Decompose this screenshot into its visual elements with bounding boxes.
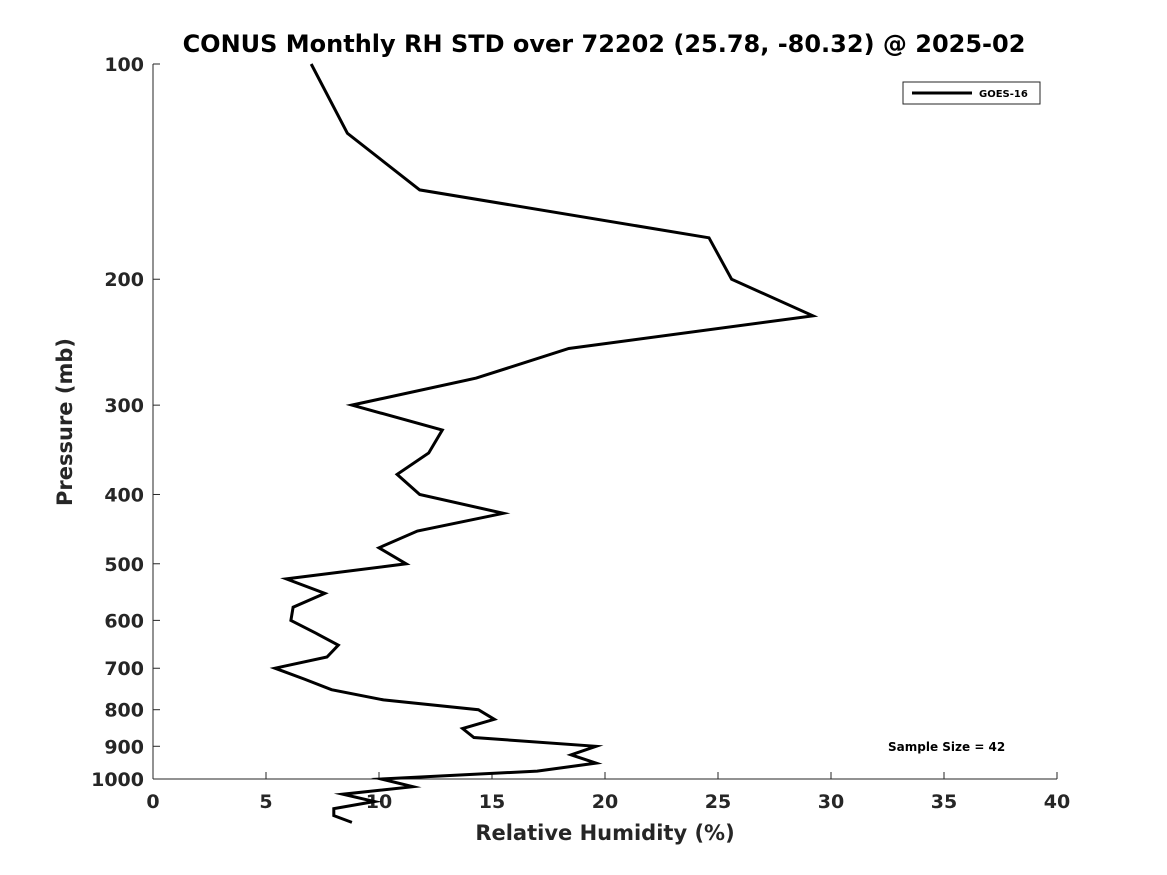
chart-title: CONUS Monthly RH STD over 72202 (25.78, … bbox=[183, 30, 1026, 58]
x-tick-label: 0 bbox=[146, 791, 159, 813]
x-tick-label: 35 bbox=[931, 791, 957, 813]
legend-label-goes-16: GOES-16 bbox=[979, 89, 1028, 100]
x-tick-label: 30 bbox=[818, 791, 844, 813]
legend: GOES-16 bbox=[902, 81, 1041, 105]
y-tick-label: 200 bbox=[104, 269, 144, 291]
y-tick-label: 1000 bbox=[91, 769, 144, 791]
y-tick-label: 100 bbox=[104, 54, 144, 76]
x-axis-ticks: 0 5 10 15 20 25 30 35 40 bbox=[146, 772, 1070, 813]
y-tick-label: 300 bbox=[104, 395, 144, 417]
y-tick-label: 400 bbox=[104, 484, 144, 506]
sample-size-annotation: Sample Size = 42 bbox=[888, 740, 1005, 754]
y-tick-label: 600 bbox=[104, 610, 144, 632]
y-axis-ticks: 100 200 300 400 500 600 700 800 900 1000 bbox=[91, 54, 160, 791]
y-tick-label: 700 bbox=[104, 658, 144, 680]
series-layer bbox=[269, 63, 819, 824]
y-tick-label: 800 bbox=[104, 700, 144, 722]
x-tick-label: 20 bbox=[592, 791, 618, 813]
x-tick-label: 40 bbox=[1044, 791, 1070, 813]
y-axis-label: Pressure (mb) bbox=[53, 338, 77, 506]
y-tick-label: 900 bbox=[104, 736, 144, 758]
x-tick-label: 15 bbox=[479, 791, 505, 813]
y-tick-label: 500 bbox=[104, 554, 144, 576]
x-tick-label: 5 bbox=[259, 791, 272, 813]
series-line-goes-16 bbox=[269, 63, 819, 824]
x-tick-label: 25 bbox=[705, 791, 731, 813]
x-axis-label: Relative Humidity (%) bbox=[475, 821, 734, 845]
